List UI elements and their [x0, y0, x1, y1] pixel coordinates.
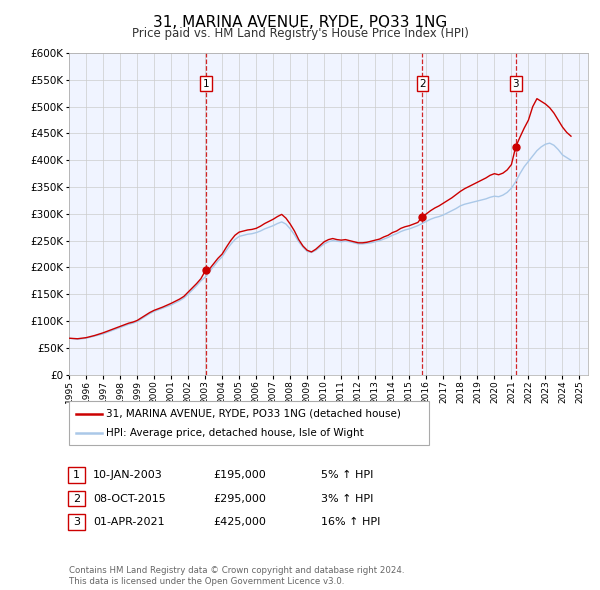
- Text: 3: 3: [73, 517, 80, 527]
- Text: HPI: Average price, detached house, Isle of Wight: HPI: Average price, detached house, Isle…: [106, 428, 364, 438]
- Text: 1: 1: [202, 78, 209, 88]
- Text: 16% ↑ HPI: 16% ↑ HPI: [321, 517, 380, 527]
- Text: £295,000: £295,000: [213, 494, 266, 503]
- Text: 01-APR-2021: 01-APR-2021: [93, 517, 164, 527]
- Text: 5% ↑ HPI: 5% ↑ HPI: [321, 470, 373, 480]
- Text: 31, MARINA AVENUE, RYDE, PO33 1NG: 31, MARINA AVENUE, RYDE, PO33 1NG: [153, 15, 447, 30]
- Text: 1: 1: [73, 470, 80, 480]
- Text: 31, MARINA AVENUE, RYDE, PO33 1NG (detached house): 31, MARINA AVENUE, RYDE, PO33 1NG (detac…: [106, 409, 401, 418]
- Point: [201, 266, 211, 275]
- Text: £425,000: £425,000: [213, 517, 266, 527]
- Text: Price paid vs. HM Land Registry's House Price Index (HPI): Price paid vs. HM Land Registry's House …: [131, 27, 469, 40]
- Text: Contains HM Land Registry data © Crown copyright and database right 2024.: Contains HM Land Registry data © Crown c…: [69, 566, 404, 575]
- Text: 3: 3: [512, 78, 519, 88]
- Point: [511, 142, 520, 152]
- Text: 2: 2: [419, 78, 426, 88]
- Text: 10-JAN-2003: 10-JAN-2003: [93, 470, 163, 480]
- Point: [418, 212, 427, 221]
- Text: This data is licensed under the Open Government Licence v3.0.: This data is licensed under the Open Gov…: [69, 577, 344, 586]
- Text: £195,000: £195,000: [213, 470, 266, 480]
- Text: 08-OCT-2015: 08-OCT-2015: [93, 494, 166, 503]
- Text: 3% ↑ HPI: 3% ↑ HPI: [321, 494, 373, 503]
- Text: 2: 2: [73, 494, 80, 503]
